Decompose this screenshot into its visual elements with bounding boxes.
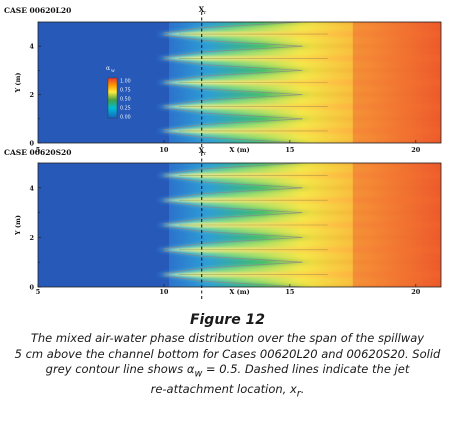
colorbar: α w 1.00 0.75 0.50 0.25 0.00 [106, 65, 131, 121]
x-tick-label: 20 [411, 146, 421, 154]
reattachment-label: X [199, 146, 205, 155]
y-axis-label: Y (m) [14, 215, 22, 236]
air-zone [352, 22, 441, 143]
phase-field [38, 163, 441, 287]
panel-label: CASE 00620L20 [4, 6, 71, 15]
caption-line-3-sub: w [194, 368, 203, 380]
x-tick-label: 5 [36, 288, 41, 296]
caption-line-1: The mixed air-water phase distribution o… [30, 331, 425, 345]
reattachment-subscript: r [204, 10, 207, 16]
reattachment-subscript: r [204, 151, 207, 157]
colorbar-gradient [107, 77, 118, 119]
x-tick-label: 15 [285, 288, 295, 296]
contour-line [163, 70, 303, 95]
y-tick-label: 2 [29, 91, 34, 99]
panel-label: CASE 00620S20 [4, 148, 71, 157]
caption-line-4-sub: r [296, 388, 301, 400]
y-tick-label: 4 [29, 184, 34, 192]
y-tick-label: 0 [29, 140, 34, 148]
figure-caption-title: Figure 12 [189, 312, 266, 328]
caption-line-4a: re-attachment location, x [150, 381, 297, 396]
colorbar-level: 1.00 [120, 79, 131, 85]
caption-line-3a: grey contour line shows α [45, 362, 195, 376]
figure-caption-text: The mixed air-water phase distribution o… [10, 331, 445, 402]
caption-line-4b: . [300, 381, 305, 396]
y-axis-label: Y (m) [14, 73, 22, 94]
x-tick-label: 10 [159, 146, 169, 154]
colorbar-title: α [106, 65, 110, 72]
colorbar-level: 0.00 [120, 115, 131, 121]
phase-field [38, 22, 441, 143]
x-tick-label: 20 [411, 288, 421, 296]
x-axis-label: X (m) [229, 146, 249, 154]
plot-frame [37, 162, 442, 288]
x-axis-label: X (m) [229, 288, 249, 296]
y-tick-label: 2 [29, 234, 34, 242]
colorbar-level: 0.25 [120, 106, 131, 112]
x-tick-label: 10 [159, 288, 169, 296]
plot-frame [37, 21, 442, 144]
x-tick-label: 15 [285, 146, 295, 154]
colorbar-title-subscript: w [111, 69, 115, 74]
caption-line-3b: = 0.5. Dashed lines indicate the jet [202, 362, 410, 376]
caption-line-2: 5 cm above the channel bottom for Cases … [14, 346, 441, 361]
y-tick-label: 4 [29, 43, 34, 51]
reattachment-label: X [199, 5, 205, 14]
water-zone [38, 163, 169, 287]
y-tick-label: 0 [29, 284, 34, 292]
water-zone [38, 22, 169, 143]
colorbar-level: 0.50 [120, 97, 131, 103]
x-tick-label: 5 [36, 146, 41, 154]
air-zone [352, 163, 441, 287]
colorbar-level: 0.75 [120, 88, 131, 94]
